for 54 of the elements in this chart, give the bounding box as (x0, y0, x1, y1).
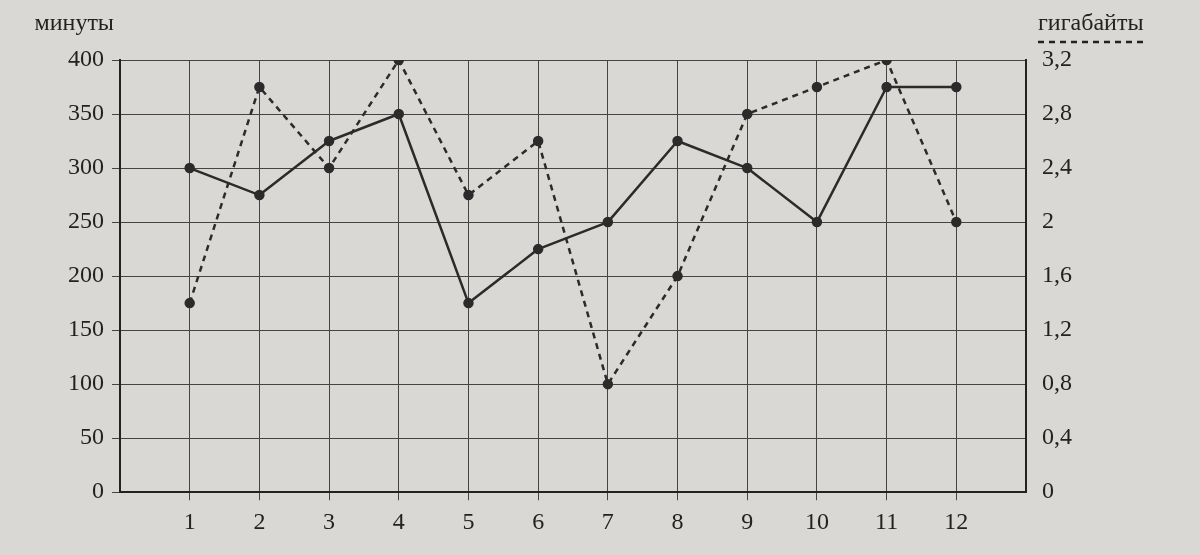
point (532, 243, 544, 255)
x-tick-label: 3 (323, 507, 336, 534)
y-tick-label: 300 (68, 153, 104, 180)
y2-tick-label: 0,8 (1042, 369, 1072, 396)
x-tick-label: 6 (532, 507, 545, 534)
point (463, 189, 474, 201)
x-tick-label: 2 (253, 507, 266, 534)
x-tick-label: 1 (183, 507, 196, 534)
y2-tick-label: 2,4 (1042, 153, 1072, 180)
point (184, 297, 195, 309)
point (463, 297, 474, 309)
y2-tick-label: 1,2 (1042, 315, 1072, 342)
y2-tick-label: 2 (1042, 207, 1054, 234)
point (184, 162, 195, 174)
x-tick-label: 12 (944, 507, 969, 534)
point (741, 108, 753, 120)
y-tick-label: 150 (68, 315, 104, 342)
y-tick-label: 400 (68, 45, 104, 72)
y2-tick-label: 1,6 (1042, 261, 1072, 288)
x-tick-label: 10 (804, 507, 829, 534)
x-tick-label: 4 (392, 507, 405, 534)
point (672, 135, 683, 147)
y2-tick-label: 0,4 (1042, 423, 1072, 450)
point (811, 216, 823, 228)
y-tick-label: 50 (80, 423, 104, 450)
point (393, 108, 405, 120)
point (951, 216, 962, 228)
y-tick-label: 100 (68, 369, 104, 396)
point (951, 81, 962, 93)
x-tick-label: 11 (875, 507, 899, 534)
y-tick-label: 350 (68, 99, 104, 126)
y-tick-label: 0 (92, 477, 104, 504)
y2-axis-title: гигабайты (1038, 9, 1144, 36)
point (254, 189, 265, 201)
y2-tick-label: 2,8 (1042, 99, 1072, 126)
x-tick-label: 5 (462, 507, 475, 534)
point (602, 216, 614, 228)
point (811, 81, 823, 93)
point (881, 81, 892, 93)
x-tick-label: 9 (741, 507, 754, 534)
x-tick-label: 8 (671, 507, 684, 534)
y2-tick-label: 0 (1042, 477, 1054, 504)
y-tick-label: 200 (68, 261, 104, 288)
x-tick-label: 7 (601, 507, 614, 534)
point (741, 162, 753, 174)
point (323, 135, 335, 147)
point (323, 162, 335, 174)
point (254, 81, 265, 93)
y2-tick-label: 3,2 (1042, 45, 1072, 72)
point (602, 378, 614, 390)
point (532, 135, 544, 147)
point (672, 270, 683, 282)
y-tick-label: 250 (68, 207, 104, 234)
y-axis-title: минуты (34, 9, 114, 36)
